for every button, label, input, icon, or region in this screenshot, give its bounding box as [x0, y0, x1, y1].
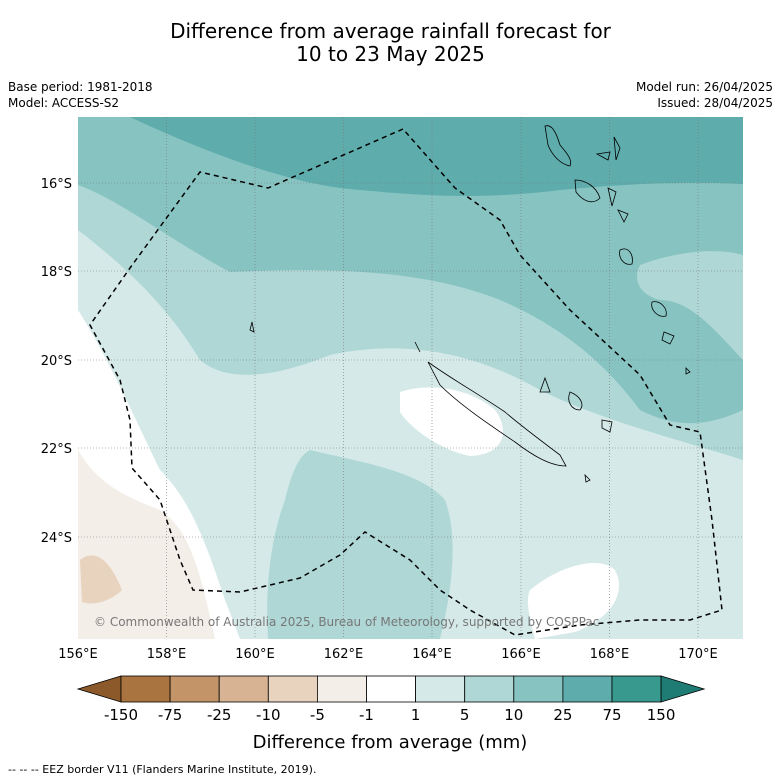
- graticule: [78, 117, 743, 639]
- model-name: Model: ACCESS-S2: [8, 96, 120, 110]
- model-run: Model run: 26/04/2025: [635, 80, 773, 94]
- meta-right: Model run: 26/04/2025 Issued: 28/04/2025: [636, 79, 773, 111]
- issued-date: Issued: 28/04/2025: [657, 96, 773, 110]
- copyright-notice: © Commonwealth of Australia 2025, Bureau…: [94, 615, 599, 629]
- colorbar-tick-label: -75: [158, 706, 183, 724]
- meta-left: Base period: 1981-2018 Model: ACCESS-S2: [8, 79, 153, 111]
- colorbar-tick-label: 5: [460, 706, 470, 724]
- colorbar-bin: [169, 675, 220, 703]
- colorbar-bin: [366, 675, 416, 703]
- chart-title: Difference from average rainfall forecas…: [0, 20, 781, 66]
- colorbar-bin: [464, 675, 515, 703]
- colorbar-bin: [316, 675, 367, 703]
- coastlines: [249, 125, 691, 483]
- lon-tick: 162°E: [324, 647, 364, 662]
- colorbar-tick-label: 10: [504, 706, 523, 724]
- contour-neg1-1mm-center: [400, 387, 503, 456]
- colorbar-title: Difference from average (mm): [253, 732, 528, 753]
- lat-tick: 18°S: [41, 265, 72, 280]
- lon-tick: 166°E: [501, 647, 541, 662]
- colorbar-tick-label: 75: [602, 706, 621, 724]
- eez-legend: -- -- -- EEZ border V11 (Flanders Marine…: [8, 763, 317, 776]
- colorbar-bin: [562, 675, 613, 703]
- colorbar-bin: [120, 675, 171, 703]
- lon-tick: 164°E: [412, 647, 452, 662]
- lon-tick: 156°E: [58, 647, 98, 662]
- lon-tick-labels: 156°E 158°E 160°E 162°E 164°E 166°E 168°…: [58, 647, 718, 662]
- colorbar-labels: -150 -75 -25 -10 -5 -1 1 5 10 25 75 150: [104, 706, 675, 724]
- contour-neg10-neg5mm: [80, 555, 122, 604]
- colorbar-bin: [611, 675, 662, 703]
- contour-1-5mm-se: [630, 516, 743, 602]
- contour-5-10mm-south: [267, 450, 453, 639]
- lon-tick: 158°E: [147, 647, 187, 662]
- lat-tick: 22°S: [41, 442, 72, 457]
- colorbar-tick-label: 150: [647, 706, 676, 724]
- colorbar-tick-label: -5: [310, 706, 325, 724]
- lon-tick: 160°E: [235, 647, 275, 662]
- colorbar-extend-high: [660, 675, 706, 703]
- title-line-2: 10 to 23 May 2025: [296, 42, 485, 66]
- colorbar-bin: [267, 675, 318, 703]
- rainfall-contours: © Commonwealth of Australia 2025, Bureau…: [78, 117, 743, 639]
- colorbar-tick-label: -1: [359, 706, 374, 724]
- lon-tick: 168°E: [590, 647, 630, 662]
- contour-25-75mm: [78, 117, 743, 196]
- eez-border: [89, 128, 723, 636]
- colorbar-bin: [218, 675, 269, 703]
- colorbar-bin: [513, 675, 564, 703]
- title-line-1: Difference from average rainfall forecas…: [170, 19, 611, 43]
- base-period: Base period: 1981-2018: [8, 80, 153, 94]
- colorbar-tick-label: -25: [207, 706, 232, 724]
- lat-tick-labels: 16°S 18°S 20°S 22°S 24°S: [41, 177, 72, 546]
- lat-tick: 16°S: [41, 177, 72, 192]
- colorbar-tick-label: -150: [104, 706, 138, 724]
- colorbar-extend-low: [76, 675, 122, 703]
- lat-tick: 24°S: [41, 531, 72, 546]
- colorbar: [76, 675, 706, 703]
- contour-neg1-1mm-se: [527, 562, 620, 639]
- lon-tick: 170°E: [678, 647, 718, 662]
- colorbar-tick-label: 1: [411, 706, 421, 724]
- colorbar-bin: [415, 675, 466, 703]
- lat-tick: 20°S: [41, 354, 72, 369]
- colorbar-tick-label: 25: [553, 706, 572, 724]
- colorbar-tick-label: -10: [256, 706, 281, 724]
- contour-5-10mm-ne: [636, 251, 743, 360]
